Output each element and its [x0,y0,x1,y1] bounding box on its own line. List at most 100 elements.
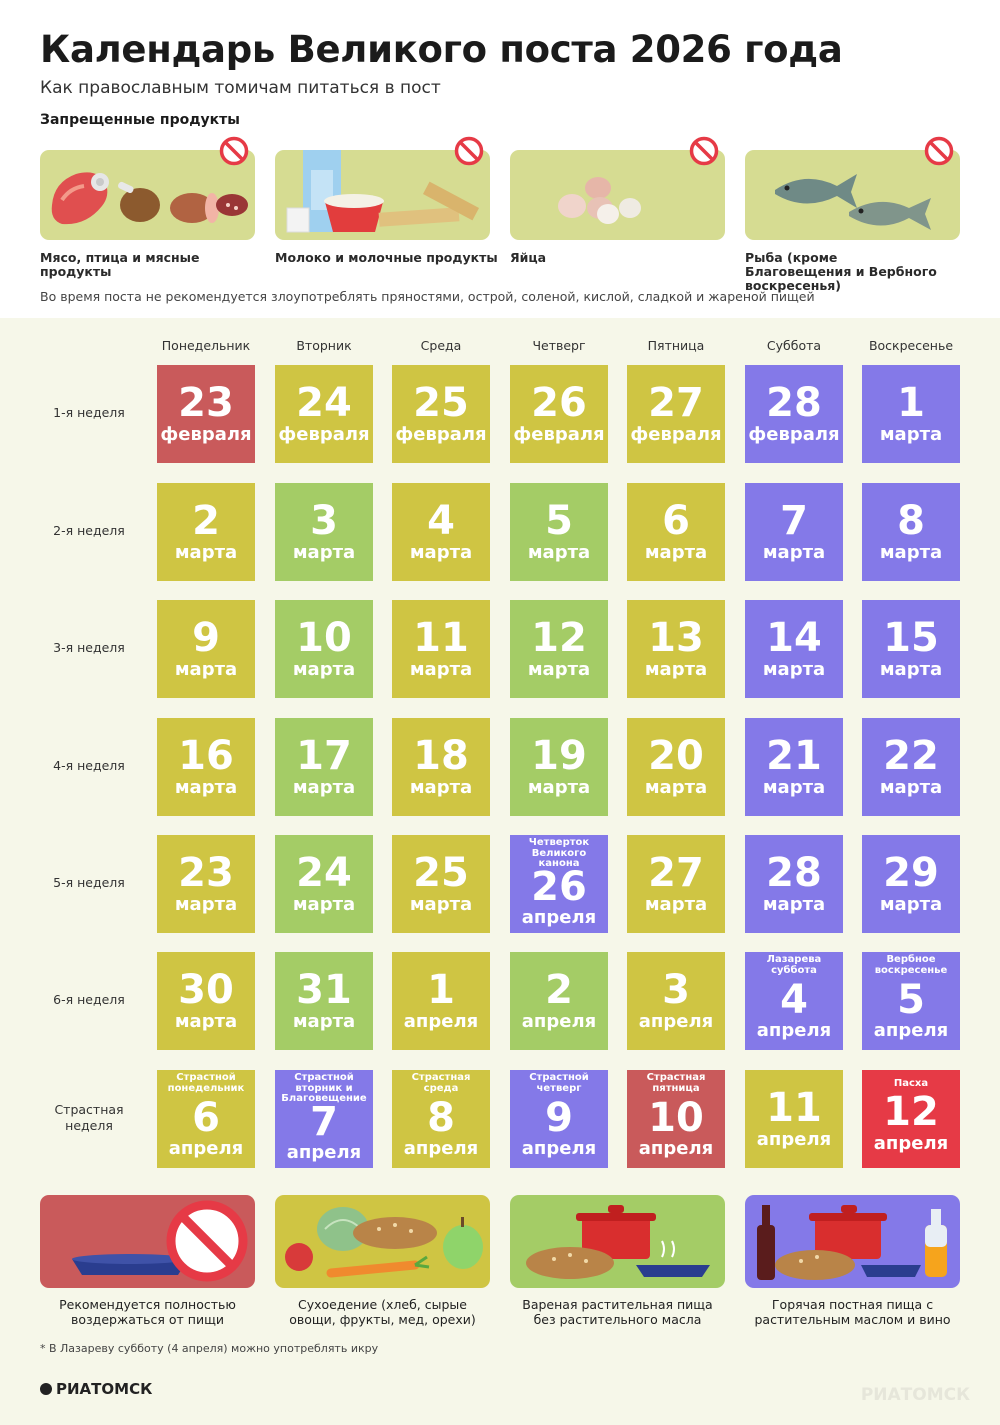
diet-note: Во время поста не рекомендуется злоупотр… [40,289,815,304]
day-cell: 13 марта [627,600,725,698]
day-cell: 21 марта [745,718,843,816]
day-month: апреля [873,1020,949,1041]
day-month: марта [527,777,591,798]
brand-logo-text: РИАТОМСК [56,1380,153,1398]
day-number: 23 [178,850,234,896]
day-cell: 16 марта [157,718,255,816]
day-number: 19 [531,733,587,779]
brand-logo: РИАТОМСК [40,1380,152,1398]
day-month: марта [174,542,238,563]
raw-food-icon [285,1207,483,1278]
week-label: Страстная неделя [54,1102,124,1133]
day-cell: 27 февраля [627,365,725,463]
day-month: апреля [521,1138,597,1159]
holiday-note: Лазарева суббота [766,954,822,976]
day-cell: 8 марта [862,483,960,581]
day-cell: 7 марта [745,483,843,581]
day-cell: 15 марта [862,600,960,698]
day-number: 24 [296,850,352,896]
day-number: 13 [648,615,704,661]
legend-label-boiled: Вареная растительная пища без растительн… [522,1297,713,1327]
legend-card-boiled [510,1195,725,1288]
day-month: марта [644,542,708,563]
day-number: 1 [427,967,455,1013]
day-number: 2 [192,498,220,544]
fish-icon [775,174,931,230]
banned-label-fish: Рыба (кроме Благовещения и Вербного воск… [745,250,937,293]
day-number: 2 [545,967,573,1013]
week-label: 4-я неделя [53,758,125,773]
holiday-note: Страстной вторник и Благовещение [281,1072,367,1104]
day-cell: 27 марта [627,835,725,933]
day-month: марта [762,659,826,680]
day-cell: 30 марта [157,952,255,1050]
day-month: марта [409,659,473,680]
day-number: 11 [766,1085,822,1131]
day-cell: Четверток Великого канона 26 апреля [510,835,608,933]
holiday-note: Вербное воскресенье [874,954,948,976]
day-cell: 3 марта [275,483,373,581]
day-month: апреля [403,1011,479,1032]
legend-card-hot [745,1195,960,1288]
day-number: 21 [766,733,822,779]
day-number: 26 [531,380,587,426]
day-cell: 14 марта [745,600,843,698]
day-cell: Страстной четверг 9 апреля [510,1070,608,1168]
day-cell: 23 февраля [157,365,255,463]
banned-card-dairy [275,136,490,240]
banned-label-eggs: Яйца [510,250,547,265]
banned-heading: Запрещенные продукты [40,112,240,128]
day-number: 22 [883,733,939,779]
day-number: 12 [883,1089,939,1135]
day-cell: 23 марта [157,835,255,933]
logo-mark-icon [40,1383,52,1395]
holiday-note: Страстной четверг [529,1072,589,1094]
legend-label-hot: Горячая постная пища с растительным масл… [754,1297,951,1327]
hot-food-wine-icon [757,1205,947,1280]
week-label: 6-я неделя [53,992,125,1007]
day-number: 12 [531,615,587,661]
watermark: РИАТОМСК [860,1385,970,1405]
day-month: апреля [521,907,597,928]
day-month: марта [409,777,473,798]
day-number: 8 [897,498,925,544]
day-number: 8 [427,1095,455,1141]
day-cell: 28 февраля [745,365,843,463]
day-cell: 3 апреля [627,952,725,1050]
day-month: марта [409,894,473,915]
day-month: марта [644,659,708,680]
day-month: марта [409,542,473,563]
week-label: 5-я неделя [53,875,125,890]
day-cell: 5 марта [510,483,608,581]
day-cell: 11 апреля [745,1070,843,1168]
day-cell: 9 марта [157,600,255,698]
week-label: 3-я неделя [53,640,125,655]
day-number: 28 [766,850,822,896]
day-number: 14 [766,615,822,661]
day-number: 4 [427,498,455,544]
day-number: 3 [662,967,690,1013]
day-month: марта [879,659,943,680]
prohibited-icon [454,136,484,166]
banned-card-eggs [510,136,725,240]
day-number: 4 [780,977,808,1023]
week-label: 1-я неделя [53,405,125,420]
day-number: 27 [648,850,704,896]
day-cell: Страстной понедельник 6 апреля [157,1070,255,1168]
day-number: 9 [192,615,220,661]
day-month: апреля [286,1142,362,1163]
day-number: 5 [897,977,925,1023]
day-cell: 17 марта [275,718,373,816]
boiled-food-icon [526,1205,710,1279]
legend-card-dry [275,1195,490,1288]
day-cell: 4 марта [392,483,490,581]
day-header: Понедельник [161,338,251,353]
holiday-note: Страстная пятница [646,1072,706,1094]
day-month: марта [292,1011,356,1032]
day-month: марта [644,894,708,915]
day-month: апреля [756,1129,832,1150]
holiday-note: Страстной понедельник [167,1072,245,1094]
day-month: марта [174,777,238,798]
day-month: апреля [638,1138,714,1159]
day-number: 1 [897,380,925,426]
